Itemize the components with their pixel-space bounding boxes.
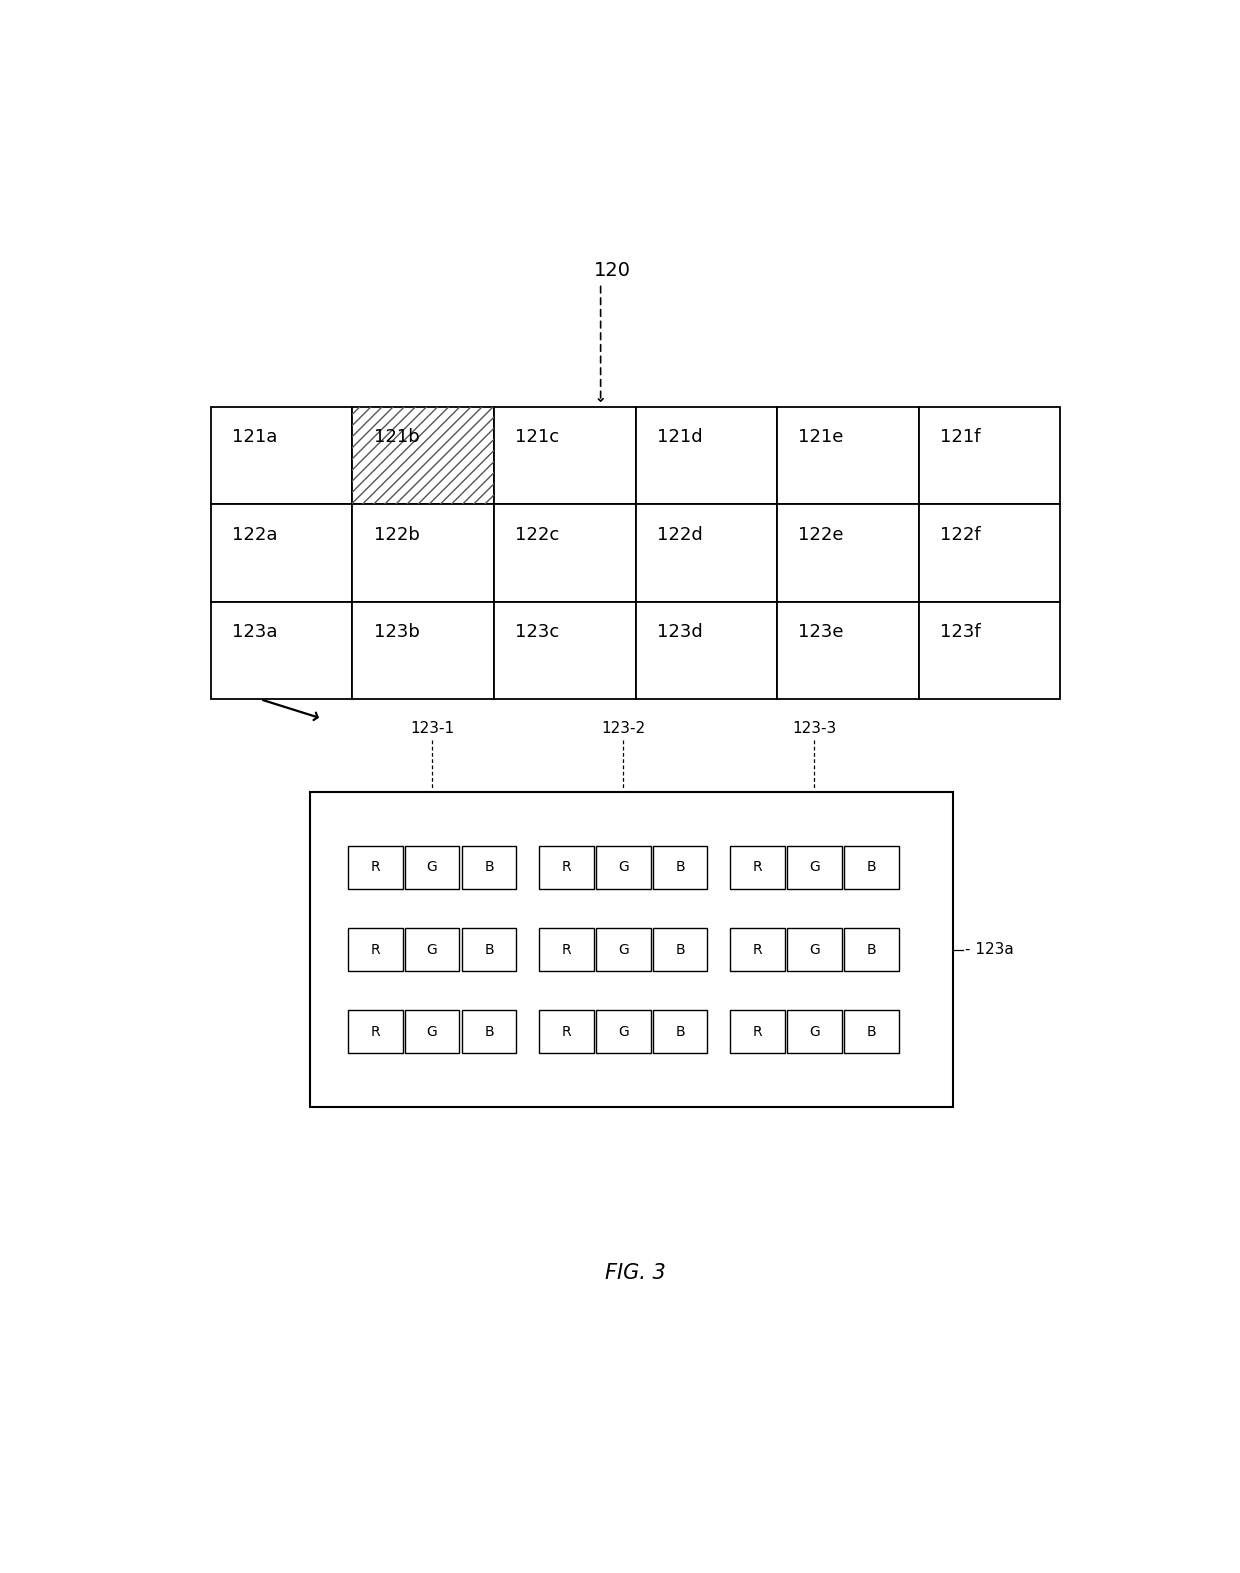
Bar	[404, 928, 459, 971]
Text: G: G	[808, 1024, 820, 1038]
Bar	[730, 846, 785, 889]
Text: - 123a: - 123a	[965, 942, 1013, 956]
Text: B: B	[484, 860, 494, 875]
Text: 121a: 121a	[232, 428, 278, 447]
Text: G: G	[618, 1024, 629, 1038]
Bar	[539, 1010, 594, 1052]
Bar	[596, 1010, 651, 1052]
Text: 123-3: 123-3	[792, 722, 837, 736]
Bar	[777, 407, 919, 505]
Bar	[777, 505, 919, 602]
Bar	[652, 846, 707, 889]
Text: R: R	[562, 942, 572, 956]
Text: 121f: 121f	[940, 428, 981, 447]
Text: G: G	[808, 942, 820, 956]
Text: 123c: 123c	[515, 623, 559, 642]
Bar	[844, 846, 899, 889]
Bar	[404, 846, 459, 889]
Bar	[348, 1010, 403, 1052]
Text: FIG. 3: FIG. 3	[605, 1263, 666, 1284]
Text: 123f: 123f	[940, 623, 981, 642]
Text: B: B	[867, 1024, 877, 1038]
Text: B: B	[867, 860, 877, 875]
Text: G: G	[427, 860, 438, 875]
Bar	[310, 791, 954, 1107]
Text: G: G	[618, 942, 629, 956]
Bar	[787, 928, 842, 971]
Text: B: B	[676, 1024, 684, 1038]
Bar	[494, 407, 635, 505]
Bar	[348, 846, 403, 889]
Bar	[730, 928, 785, 971]
Bar	[635, 505, 777, 602]
Bar	[787, 846, 842, 889]
Text: G: G	[618, 860, 629, 875]
Bar	[461, 1010, 516, 1052]
Bar	[352, 602, 494, 700]
Bar	[211, 602, 352, 700]
Bar	[635, 407, 777, 505]
Bar	[919, 602, 1060, 700]
Bar	[635, 602, 777, 700]
Bar	[461, 928, 516, 971]
Text: 121e: 121e	[799, 428, 843, 447]
Bar	[348, 928, 403, 971]
Text: R: R	[371, 942, 379, 956]
Text: 123b: 123b	[373, 623, 419, 642]
Text: 122b: 122b	[373, 525, 419, 544]
Bar	[494, 602, 635, 700]
Bar	[494, 505, 635, 602]
Text: G: G	[808, 860, 820, 875]
Text: R: R	[371, 1024, 379, 1038]
Bar	[919, 505, 1060, 602]
Bar	[211, 407, 352, 505]
Bar	[352, 407, 494, 505]
Text: 122a: 122a	[232, 525, 278, 544]
Text: R: R	[371, 860, 379, 875]
Bar	[919, 407, 1060, 505]
Bar	[539, 846, 594, 889]
Text: 120: 120	[594, 261, 631, 280]
Bar	[777, 602, 919, 700]
Text: 123d: 123d	[657, 623, 703, 642]
Text: G: G	[427, 1024, 438, 1038]
Text: B: B	[484, 942, 494, 956]
Text: R: R	[562, 1024, 572, 1038]
Text: R: R	[753, 860, 763, 875]
Bar	[352, 505, 494, 602]
Text: G: G	[427, 942, 438, 956]
Text: B: B	[867, 942, 877, 956]
Text: 122f: 122f	[940, 525, 981, 544]
Text: B: B	[676, 860, 684, 875]
Text: 123-2: 123-2	[601, 722, 645, 736]
Bar	[596, 846, 651, 889]
Bar	[787, 1010, 842, 1052]
Text: 122c: 122c	[515, 525, 559, 544]
Text: 121b: 121b	[373, 428, 419, 447]
Bar	[730, 1010, 785, 1052]
Text: R: R	[753, 1024, 763, 1038]
Bar	[404, 1010, 459, 1052]
Text: 122d: 122d	[657, 525, 703, 544]
Text: B: B	[484, 1024, 494, 1038]
Text: 123e: 123e	[799, 623, 843, 642]
Text: 123-1: 123-1	[410, 722, 454, 736]
Text: B: B	[676, 942, 684, 956]
Text: 121c: 121c	[515, 428, 559, 447]
Text: R: R	[753, 942, 763, 956]
Bar	[461, 846, 516, 889]
Text: R: R	[562, 860, 572, 875]
Bar	[352, 407, 494, 505]
Bar	[539, 928, 594, 971]
Text: 121d: 121d	[657, 428, 702, 447]
Bar	[844, 928, 899, 971]
Bar	[596, 928, 651, 971]
Bar	[844, 1010, 899, 1052]
Bar	[211, 505, 352, 602]
Bar	[652, 928, 707, 971]
Bar	[652, 1010, 707, 1052]
Text: 122e: 122e	[799, 525, 843, 544]
Text: 123a: 123a	[232, 623, 278, 642]
